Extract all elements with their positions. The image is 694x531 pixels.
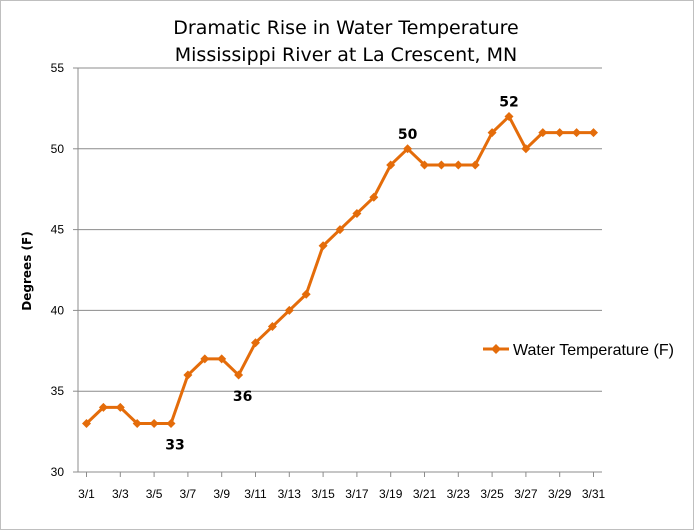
y-tick-label: 40 <box>51 303 65 317</box>
y-tick-label: 45 <box>51 223 65 237</box>
x-tick-label: 3/19 <box>379 487 403 501</box>
x-tick-label: 3/13 <box>278 487 302 501</box>
data-point <box>200 354 210 364</box>
data-point <box>420 160 429 170</box>
data-point <box>166 419 176 429</box>
data-point <box>234 370 244 380</box>
x-tick-label: 3/31 <box>582 487 606 501</box>
data-point <box>572 128 582 138</box>
data-point <box>183 370 193 380</box>
data-point <box>217 354 227 364</box>
data-point <box>98 402 108 412</box>
y-tick-label: 55 <box>51 61 65 75</box>
x-tick-label: 3/27 <box>514 487 538 501</box>
data-point <box>251 338 260 348</box>
data-point <box>436 160 446 170</box>
data-point <box>149 419 159 429</box>
y-tick-label: 35 <box>51 384 65 398</box>
x-tick-label: 3/3 <box>112 487 129 501</box>
data-point <box>589 128 598 138</box>
chart-title-line-2: Mississippi River at La Crescent, MN <box>175 44 518 66</box>
data-point <box>335 225 345 235</box>
data-point <box>369 192 379 202</box>
series-line <box>85 114 594 426</box>
data-point <box>453 160 463 170</box>
data-point <box>403 144 413 154</box>
data-point <box>555 128 565 138</box>
data-point <box>504 111 514 121</box>
data-point <box>132 419 142 429</box>
x-tick-label: 3/1 <box>78 487 95 501</box>
series-layer <box>82 111 598 429</box>
data-point <box>115 402 125 412</box>
data-point <box>284 305 294 315</box>
annotations: 33 36 50 52 <box>165 94 518 453</box>
x-tick-label: 3/15 <box>311 487 335 501</box>
data-point <box>301 289 311 299</box>
data-label: 33 <box>165 438 184 454</box>
x-tick-label: 3/17 <box>345 487 369 501</box>
legend-label: Water Temperature (F) <box>513 342 674 359</box>
data-point <box>267 322 277 332</box>
data-point <box>352 208 362 218</box>
data-point <box>82 419 91 429</box>
x-tick-label: 3/9 <box>213 487 230 501</box>
x-tick-label: 3/7 <box>180 487 197 501</box>
x-tick-label: 3/25 <box>480 487 504 501</box>
data-point <box>470 160 480 170</box>
y-axis-label: Degrees (F) <box>20 231 34 310</box>
x-tick-label: 3/21 <box>413 487 437 501</box>
data-label: 52 <box>499 94 518 110</box>
data-point <box>318 241 328 251</box>
x-tick-label: 3/5 <box>146 487 163 501</box>
x-tick-label: 3/23 <box>447 487 471 501</box>
data-point <box>521 144 531 154</box>
data-point <box>487 128 497 138</box>
y-tick-label: 50 <box>51 142 65 156</box>
legend: Water Temperature (F) <box>483 342 674 359</box>
x-tick-label: 3/29 <box>548 487 572 501</box>
chart-title-line-1: Dramatic Rise in Water Temperature <box>173 17 518 39</box>
x-tick-label: 3/11 <box>244 487 267 501</box>
axes: 30 35 40 45 50 55 3/1 3/3 3/5 3/7 3/9 3/11 3/13 3/15 3… <box>51 61 606 501</box>
legend-diamond-icon <box>491 344 501 354</box>
data-point <box>538 128 548 138</box>
y-tick-label: 30 <box>51 465 65 479</box>
data-label: 36 <box>233 389 252 405</box>
data-point <box>386 160 396 170</box>
data-label: 50 <box>398 127 418 143</box>
